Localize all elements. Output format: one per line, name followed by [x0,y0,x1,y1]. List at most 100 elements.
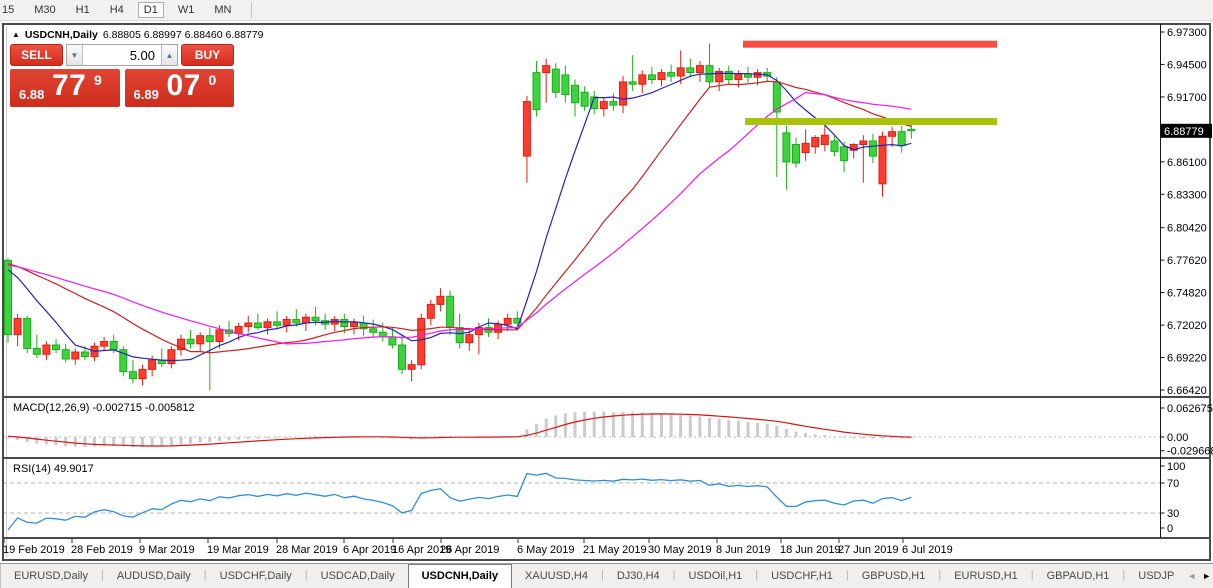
rsi-pane [4,472,1160,531]
svg-text:6.69220: 6.69220 [1167,353,1207,365]
tab-separator: | [304,569,308,581]
svg-text:30: 30 [1167,508,1179,520]
tab-separator: | [100,569,104,581]
svg-text:6.66420: 6.66420 [1167,385,1207,397]
svg-text:16 Apr 2019: 16 Apr 2019 [392,544,451,556]
timeframe-button-MN[interactable]: MN [214,4,232,16]
chart-tab-USDCHF-H1[interactable]: USDCHF,H1 [771,570,833,582]
chart-tab-bar: EURUSD,Daily | AUDUSD,Daily | USDCHF,Daily | U… [0,563,1213,588]
tab-separator: | [845,569,849,581]
timeframe-button-M30[interactable]: M30 [34,4,56,16]
macd-axis: 0.062675 0.00 -0.029668 [1160,403,1213,458]
tab-scroll-controls: ◄ ► [1187,564,1213,588]
svg-text:6.80420: 6.80420 [1167,223,1207,235]
price-chart-canvas[interactable]: 6.97300 6.94500 6.91700 6.86100 6.83300 6.804… [0,0,1213,563]
macd-indicator-label: MACD(12,26,9) -0.002715 -0.005812 [13,402,195,414]
level-zones-layer [743,40,997,125]
svg-text:6.86100: 6.86100 [1167,157,1207,169]
timeframe-button-H4[interactable]: H4 [109,4,124,16]
tab-separator: | [1030,569,1034,581]
buy-price-point: 0 [208,72,217,88]
tab-scroll-left-icon[interactable]: ◄ [1187,571,1197,581]
chart-tab-DJ30-H4[interactable]: DJ30,H4 [616,570,660,582]
macd-pane [4,411,1160,447]
tab-scroll-right-icon[interactable]: ► [1202,571,1212,581]
svg-text:6.94500: 6.94500 [1167,60,1207,72]
svg-text:100: 100 [1167,461,1185,473]
tab-separator: | [1122,569,1126,581]
current-price-marker [1161,123,1212,138]
svg-text:19 Feb 2019: 19 Feb 2019 [3,544,65,556]
ohlc-values: 6.88805 6.88997 6.88460 6.88779 [102,29,264,41]
volume-decrease-button[interactable]: ▼ [67,45,83,65]
sell-price-point: 9 [94,72,102,88]
buy-price-display[interactable]: 6.89 07 0 [124,69,234,107]
svg-text:6 May 2019: 6 May 2019 [517,544,574,556]
rsi-indicator-label: RSI(14) 49.9017 [13,463,94,475]
svg-text:6.97300: 6.97300 [1167,27,1207,39]
price-axis: 6.97300 6.94500 6.91700 6.86100 6.83300 6.804… [1160,27,1212,397]
svg-text:6 Apr 2019: 6 Apr 2019 [343,544,396,556]
svg-text:28 Feb 2019: 28 Feb 2019 [71,544,133,556]
chart-tab-USDCNH-Daily[interactable]: USDCNH,Daily [407,564,513,588]
svg-text:9 Mar 2019: 9 Mar 2019 [139,544,195,556]
svg-text:8 Jun 2019: 8 Jun 2019 [716,544,770,556]
quote-panels-row: 6.88 77 9 6.89 07 0 [10,69,234,107]
svg-text:18 Jun 2019: 18 Jun 2019 [780,544,841,556]
sell-price-base: 6.88 [19,87,45,102]
svg-text:6.77620: 6.77620 [1167,255,1207,267]
volume-field[interactable]: 5.00 [129,48,155,63]
svg-text:0.062675: 0.062675 [1167,403,1213,415]
tab-separator: | [203,569,207,581]
chart-tab-GBPUSD-H1[interactable]: GBPUSD,H1 [861,570,926,582]
chart-tab-EURUSD-Daily[interactable]: EURUSD,Daily [14,570,88,582]
chart-tab-USDOil-H1[interactable]: USDOil,H1 [688,570,743,582]
resistance-zone [743,40,997,48]
svg-text:30 May 2019: 30 May 2019 [648,544,712,556]
sell-button[interactable]: SELL [10,44,63,66]
chart-symbol-label: USDCNH,Daily [24,29,98,41]
collapse-panel-icon[interactable]: ▲ [12,30,20,39]
svg-text:0: 0 [1167,523,1173,535]
chart-tab-GBPAUD-H1[interactable]: GBPAUD,H1 [1046,570,1110,582]
svg-text:27 Jun 2019: 27 Jun 2019 [838,544,899,556]
order-controls-row: SELL ▼ 5.00 ▲ BUY [10,44,234,66]
chart-tab-EURUSD-H1[interactable]: EURUSD,H1 [954,570,1018,582]
tab-separator: | [600,569,604,581]
volume-increase-button[interactable]: ▲ [161,45,177,65]
svg-text:19 Mar 2019: 19 Mar 2019 [207,544,269,556]
timeframe-button-H1[interactable]: H1 [75,4,90,16]
volume-spinner: ▼ 5.00 ▲ [66,44,178,66]
chart-tab-USDCHF-Daily[interactable]: USDCHF,Daily [219,570,292,582]
svg-text:-0.029668: -0.029668 [1167,446,1213,458]
support-zone [745,118,997,125]
svg-text:6.83300: 6.83300 [1167,189,1207,201]
svg-text:28 Mar 2019: 28 Mar 2019 [276,544,338,556]
timeframe-button-D1[interactable]: D1 [137,2,164,18]
buy-price-pips: 07 [166,69,201,102]
timeframe-button-W1[interactable]: W1 [177,4,195,16]
one-click-trading-panel: ▲ USDCNH,Daily 6.88805 6.88997 6.88460 6… [8,26,263,107]
chart-tab-USDCAD-Daily[interactable]: USDCAD,Daily [320,570,395,582]
svg-text:70: 70 [1167,478,1179,490]
svg-text:6.74820: 6.74820 [1167,288,1207,300]
timeframe-button-15[interactable]: 15 [2,4,15,16]
chart-tab-AUDUSD-Daily[interactable]: AUDUSD,Daily [116,570,191,582]
sell-price-display[interactable]: 6.88 77 9 [10,69,120,107]
tab-separator: | [755,569,759,581]
tab-stub [0,564,1,588]
chart-info-line: ▲ USDCNH,Daily 6.88805 6.88997 6.88460 6… [8,26,263,44]
chart-tab-USDJP[interactable]: USDJP [1138,570,1175,582]
svg-text:6.91700: 6.91700 [1167,92,1207,104]
svg-text:6 Jul 2019: 6 Jul 2019 [902,544,953,556]
svg-text:6.72020: 6.72020 [1167,320,1207,332]
chart-tab-XAUUSD-H4[interactable]: XAUUSD,H4 [525,570,588,582]
timeframe-bar: 15 M30 H1 H4 D1 W1 MN [0,0,1213,21]
svg-text:26 Apr 2019: 26 Apr 2019 [440,544,499,556]
tab-separator: | [938,569,942,581]
buy-button[interactable]: BUY [181,44,234,66]
svg-text:21 May 2019: 21 May 2019 [583,544,647,556]
date-axis: 19 Feb 2019 28 Feb 2019 9 Mar 2019 19 Mar 2… [3,539,953,556]
candles-layer [4,43,916,391]
